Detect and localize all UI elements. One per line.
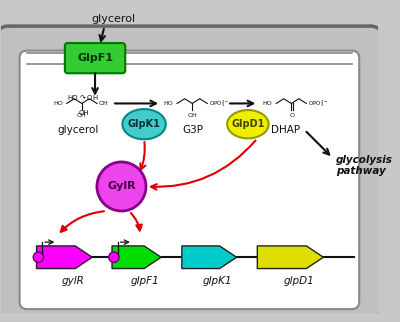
Text: OPO$_3^{2-}$: OPO$_3^{2-}$: [308, 98, 328, 109]
Ellipse shape: [122, 109, 166, 139]
Text: HO: HO: [263, 101, 272, 106]
Text: pathway: pathway: [336, 166, 385, 176]
Text: OH: OH: [187, 113, 197, 118]
Text: DHAP: DHAP: [271, 125, 300, 135]
Text: G3P: G3P: [183, 125, 204, 135]
Text: glycerol: glycerol: [57, 125, 99, 135]
Text: glycolysis: glycolysis: [336, 155, 392, 165]
Text: gylR: gylR: [62, 276, 84, 286]
FancyArrow shape: [36, 246, 92, 269]
Text: GlpK1: GlpK1: [128, 119, 160, 129]
Text: GlpD1: GlpD1: [231, 119, 264, 129]
Text: GlpF1: GlpF1: [77, 53, 113, 63]
FancyBboxPatch shape: [20, 51, 359, 309]
Ellipse shape: [227, 110, 269, 138]
FancyArrow shape: [257, 246, 323, 269]
FancyBboxPatch shape: [0, 26, 382, 317]
Text: glpK1: glpK1: [203, 276, 232, 286]
FancyArrow shape: [182, 246, 236, 269]
FancyBboxPatch shape: [65, 43, 125, 73]
Text: OH: OH: [99, 101, 108, 106]
Text: glpD1: glpD1: [284, 276, 314, 286]
Circle shape: [97, 162, 146, 211]
Text: glpF1: glpF1: [131, 276, 160, 286]
Text: glycerol: glycerol: [92, 14, 136, 24]
Text: $\curvearrowright$OH: $\curvearrowright$OH: [78, 93, 99, 102]
Text: OH: OH: [78, 110, 89, 116]
Text: OH: OH: [77, 113, 87, 118]
Text: O: O: [290, 113, 295, 118]
FancyArrow shape: [112, 246, 161, 269]
Text: HO: HO: [68, 95, 78, 101]
Circle shape: [109, 252, 119, 262]
Circle shape: [33, 252, 44, 262]
Text: OPO$_3^{2-}$: OPO$_3^{2-}$: [209, 98, 229, 109]
Text: HO: HO: [53, 101, 63, 106]
Text: HO: HO: [164, 101, 173, 106]
Text: GylR: GylR: [107, 182, 136, 192]
